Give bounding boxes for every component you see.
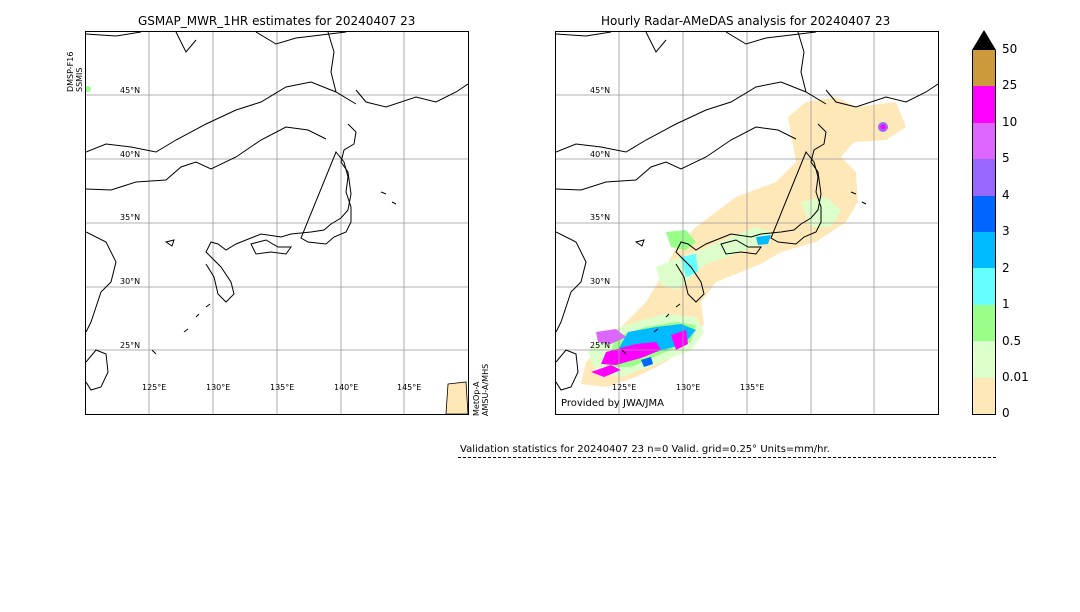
left-lat-45: 45°N [120, 86, 141, 95]
left-lon-130: 130°E [206, 383, 231, 392]
right-lon-135: 135°E [740, 383, 765, 392]
colorbar-segment [973, 232, 995, 269]
right-map-canvas [556, 32, 938, 414]
left-lat-25: 25°N [120, 341, 141, 350]
left-lat-35: 35°N [120, 213, 141, 222]
right-lat-35: 35°N [590, 213, 611, 222]
colorbar-segment [973, 304, 995, 342]
colorbar-segment [973, 377, 995, 414]
right-lat-45: 45°N [590, 86, 611, 95]
colorbar-segment [973, 50, 995, 87]
colorbar-segment [973, 122, 995, 160]
colorbar-tick-0.01: 0.01 [1002, 370, 1029, 384]
left-satellite-top-label: DMSP-F16 SSMIS [66, 51, 84, 92]
left-lat-30: 30°N [120, 277, 141, 286]
left-lat-40: 40°N [120, 150, 141, 159]
radar-precip-field [581, 97, 906, 387]
colorbar-tick-25: 25 [1002, 78, 1018, 92]
colorbar-segment [973, 341, 995, 378]
colorbar-tick-4: 4 [1002, 188, 1010, 202]
validation-stats: Validation statistics for 20240407 23 n=… [460, 444, 830, 455]
colorbar [972, 50, 996, 415]
colorbar-tick-0.5: 0.5 [1002, 334, 1022, 348]
left-coastlines [86, 32, 468, 391]
left-rain-dot [86, 86, 91, 92]
left-grid [86, 32, 468, 414]
right-map: 45°N 40°N 35°N 30°N 25°N 125°E 130°E 135… [555, 31, 939, 415]
left-lon-145: 145°E [397, 383, 422, 392]
colorbar-segment [973, 159, 995, 196]
left-rain-patch [445, 381, 468, 414]
left-map: 45°N 40°N 35°N 30°N 25°N 125°E 130°E 135… [85, 31, 469, 415]
left-lon-135: 135°E [270, 383, 295, 392]
left-satellite-bottom-label: MetOp-A AMSU-A/MHS [472, 363, 490, 416]
right-lon-130: 130°E [676, 383, 701, 392]
right-lon-125: 125°E [612, 383, 637, 392]
colorbar-tick-2: 2 [1002, 261, 1010, 275]
colorbar-over-arrow [972, 30, 996, 50]
colorbar-tick-1: 1 [1002, 297, 1010, 311]
colorbar-segment [973, 86, 995, 123]
colorbar-tick-10: 10 [1002, 115, 1018, 129]
colorbar-tick-0: 0 [1002, 406, 1010, 420]
left-panel-title: GSMAP_MWR_1HR estimates for 20240407 23 [138, 14, 416, 28]
right-lat-25: 25°N [590, 341, 611, 350]
colorbar-tick-5: 5 [1002, 151, 1010, 165]
colorbar-tick-50: 50 [1002, 42, 1018, 56]
stats-underline [458, 457, 996, 458]
provided-by-label: Provided by JWA/JMA [561, 398, 664, 409]
right-lat-40: 40°N [590, 150, 611, 159]
left-map-canvas [86, 32, 468, 414]
right-coastlines [556, 32, 938, 391]
left-lon-125: 125°E [142, 383, 167, 392]
left-lon-140: 140°E [334, 383, 359, 392]
right-lat-30: 30°N [590, 277, 611, 286]
right-panel-title: Hourly Radar-AMeDAS analysis for 2024040… [601, 14, 891, 28]
colorbar-tick-3: 3 [1002, 224, 1010, 238]
right-grid [556, 32, 938, 414]
colorbar-segment [973, 268, 995, 305]
colorbar-segment [973, 195, 995, 232]
